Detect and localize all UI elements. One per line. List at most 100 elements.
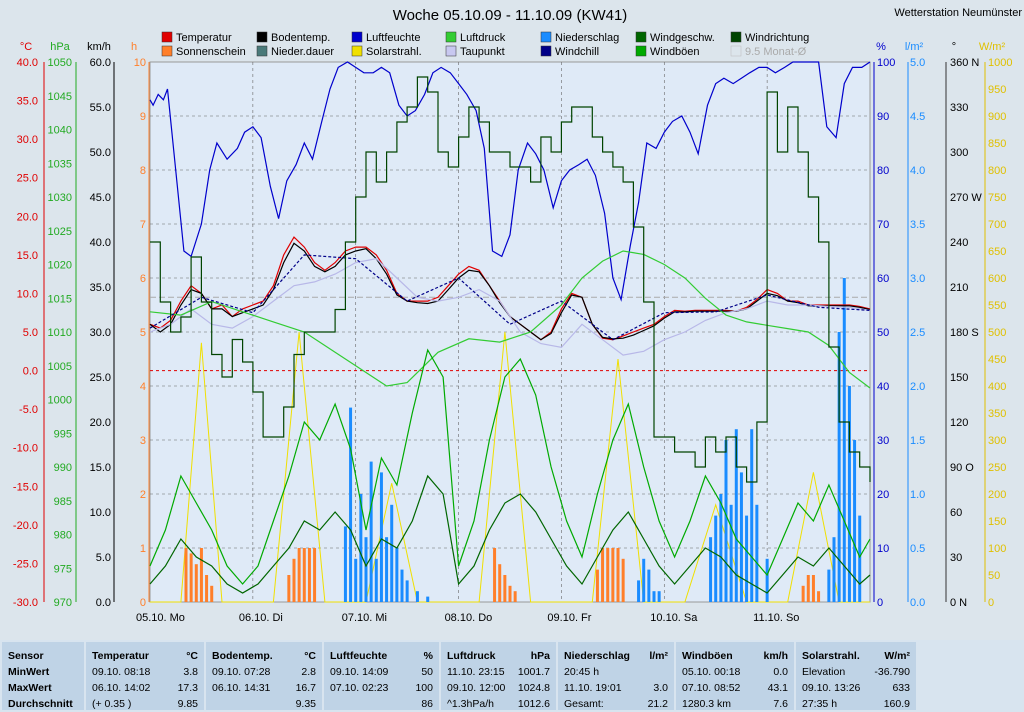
axis-tick-pressure: 1005 (48, 361, 72, 373)
legend-label: 9.5 Monat-Ø (745, 46, 807, 58)
bar-niederschlag (415, 591, 419, 602)
bar-sonnenschein (297, 548, 301, 602)
stats-row-label: 09.10. 14:09 (330, 666, 389, 678)
legend-label: Windrichtung (745, 32, 809, 44)
axis-tick-pressure: 1050 (48, 57, 72, 69)
legend-swatch (635, 45, 647, 57)
axis-tick-temp: -5.0 (19, 404, 38, 416)
axis-tick-humidity: 10 (877, 543, 889, 555)
stats-column: Bodentemp. °C 09.10. 07:28 2.8 06.10. 14:31 1… (206, 642, 322, 710)
bar-niederschlag (750, 429, 754, 602)
axis-tick-sun: 4 (140, 381, 146, 393)
legend-label: Niederschlag (555, 32, 619, 44)
stats-row-value: 86 (421, 698, 433, 710)
series-line-luftdruck (149, 250, 871, 389)
stats-row-label: 09.10. 08:18 (92, 666, 151, 678)
stats-row-value: 100 (415, 682, 433, 694)
bar-niederschlag (426, 596, 430, 602)
series-line-windrichtung (150, 76, 871, 483)
bar-niederschlag (755, 504, 759, 602)
axis-label-solar: W/m² (979, 41, 1006, 53)
stats-row-label: 09.10. 12:00 (447, 682, 506, 694)
bar-niederschlag (405, 580, 409, 602)
series-line-windchill (149, 254, 871, 341)
axis-tick-direction: 150 (950, 372, 968, 384)
stats-row-label: 09.10. 07:28 (212, 666, 271, 678)
bar-niederschlag (847, 386, 851, 602)
axis-tick-wind: 45.0 (90, 192, 111, 204)
axis-tick-temp: -10.0 (13, 443, 38, 455)
legend-label: Bodentemp. (271, 32, 330, 44)
axis-tick-solar: 600 (988, 273, 1006, 285)
stats-row-label: MinWert (8, 666, 50, 678)
axis-tick-solar: 0 (988, 597, 994, 609)
bar-niederschlag (354, 558, 358, 602)
stats-row-label: 05.10. 00:18 (682, 666, 741, 678)
bar-sonnenschein (313, 548, 317, 602)
stats-row-value: 16.7 (295, 682, 316, 694)
bar-niederschlag (719, 494, 723, 602)
axis-tick-rain: 1.0 (910, 489, 925, 501)
series-line-windgeschw- (149, 474, 871, 594)
axis-tick-wind: 60.0 (90, 57, 111, 69)
axis-tick-pressure: 1025 (48, 226, 72, 238)
stats-row-label: (+ 0.35 ) (92, 698, 132, 710)
stats-row: (+ 0.35 ) 9.85 (92, 696, 198, 712)
legend-swatch (445, 45, 457, 57)
bar-niederschlag (729, 504, 733, 602)
bar-niederschlag (642, 558, 646, 602)
stats-header-unit: hPa (530, 650, 550, 662)
x-tick-label: 10.10. Sa (650, 612, 698, 624)
axis-tick-temp: -25.0 (13, 558, 38, 570)
bar-sonnenschein (498, 564, 502, 602)
legend-swatch (161, 31, 173, 43)
axis-tick-temp: -30.0 (13, 597, 38, 609)
bar-sonnenschein (205, 575, 209, 602)
axis-tick-rain: 4.0 (910, 165, 925, 177)
axis-tick-solar: 100 (988, 543, 1006, 555)
legend-label: Solarstrahl. (366, 46, 422, 58)
axis-tick-wind: 50.0 (90, 147, 111, 159)
axis-tick-pressure: 1020 (48, 260, 72, 272)
legend-swatch (635, 31, 647, 43)
stats-row: 09.10. 12:00 1024.8 (447, 680, 550, 696)
bar-niederschlag (724, 440, 728, 602)
bar-niederschlag (374, 558, 378, 602)
axis-tick-temp: 20.0 (17, 211, 38, 223)
bar-niederschlag (395, 548, 399, 602)
stats-row: Elevation -36.790 (802, 664, 910, 680)
axis-tick-solar: 350 (988, 408, 1006, 420)
legend-swatch (351, 31, 363, 43)
axis-tick-solar: 300 (988, 435, 1006, 447)
legend-swatch (730, 45, 742, 57)
axis-tick-pressure: 990 (54, 462, 72, 474)
bar-niederschlag (637, 580, 641, 602)
axis-tick-direction: 30 (950, 552, 962, 564)
bar-sonnenschein (595, 569, 599, 602)
stats-header-label: Sensor (8, 650, 44, 662)
stats-column: Luftfeuchte% 09.10. 14:09 50 07.10. 02:23 10… (324, 642, 439, 710)
stats-row: 9.35 (212, 696, 316, 712)
stats-header: Sensor (8, 648, 78, 664)
axis-tick-temp: 5.0 (23, 327, 38, 339)
axis-tick-rain: 2.5 (910, 327, 925, 339)
axis-label-rain: l/m² (905, 41, 924, 53)
stats-row: 86 (330, 696, 433, 712)
axis-tick-humidity: 100 (877, 57, 895, 69)
axis-tick-direction: 60 (950, 507, 962, 519)
bar-niederschlag (734, 429, 738, 602)
axis-tick-sun: 5 (140, 327, 146, 339)
bar-niederschlag (647, 569, 651, 602)
bar-sonnenschein (307, 548, 311, 602)
axis-tick-humidity: 0 (877, 597, 883, 609)
legend-label: Windböen (650, 46, 700, 58)
axis-label-sun: h (131, 41, 137, 53)
axis-tick-solar: 500 (988, 327, 1006, 339)
stats-row: 06.10. 14:31 16.7 (212, 680, 316, 696)
axis-tick-sun: 2 (140, 489, 146, 501)
bar-niederschlag (745, 515, 749, 602)
bar-sonnenschein (292, 558, 296, 602)
stats-row-value: 2.8 (301, 666, 316, 678)
stats-row-label: 06.10. 14:02 (92, 682, 151, 694)
stats-row-label: 07.10. 02:23 (330, 682, 389, 694)
